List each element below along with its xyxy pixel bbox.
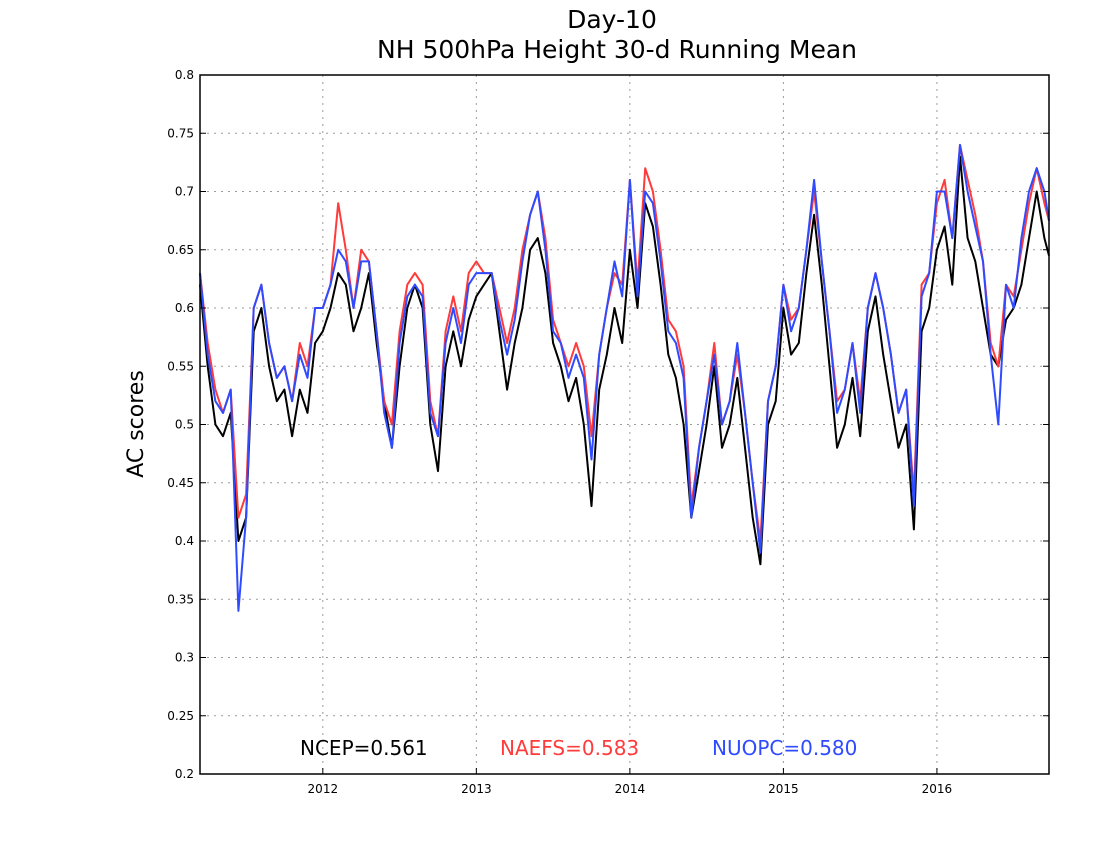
y-tick-label: 0.7 xyxy=(175,185,194,199)
x-tick-label: 2016 xyxy=(922,782,953,796)
y-tick-label: 0.5 xyxy=(175,418,194,432)
y-tick-label: 0.4 xyxy=(175,534,194,548)
legend-nuopc: NUOPC=0.580 xyxy=(712,736,857,760)
x-tick-label: 2014 xyxy=(615,782,646,796)
y-tick-label: 0.8 xyxy=(175,68,194,82)
grid-lines xyxy=(200,75,1049,774)
y-tick-label: 0.55 xyxy=(167,359,194,373)
legend: NCEP=0.561 NAEFS=0.583 NUOPC=0.580 xyxy=(300,736,857,760)
y-tick-label: 0.75 xyxy=(167,126,194,140)
y-axis: 0.2 0.25 0.3 0.35 0.4 0.45 0.5 0.55 0.6 0.65 0.7 0.… xyxy=(167,68,1049,781)
y-tick-label: 0.35 xyxy=(167,592,194,606)
x-tick-label: 2015 xyxy=(768,782,799,796)
legend-naefs: NAEFS=0.583 xyxy=(500,736,639,760)
y-tick-label: 0.45 xyxy=(167,476,194,490)
series-line-ncep xyxy=(199,155,1050,566)
x-tick-label: 2012 xyxy=(308,782,339,796)
x-tick-label: 2013 xyxy=(461,782,492,796)
y-tick-label: 0.65 xyxy=(167,243,194,257)
y-tick-label: 0.25 xyxy=(167,709,194,723)
y-tick-label: 0.6 xyxy=(175,301,194,315)
y-tick-label: 0.2 xyxy=(175,767,194,781)
series-lines xyxy=(199,143,1050,612)
y-axis-label: AC scores xyxy=(124,370,149,478)
legend-ncep: NCEP=0.561 xyxy=(300,736,428,760)
y-tick-label: 0.3 xyxy=(175,651,194,665)
x-axis: 2012 2013 2014 2015 2016 xyxy=(308,768,953,796)
chart-title: Day-10 xyxy=(567,5,657,34)
series-line-nuopc xyxy=(199,143,1050,612)
chart-subtitle: NH 500hPa Height 30-d Running Mean xyxy=(377,35,857,64)
